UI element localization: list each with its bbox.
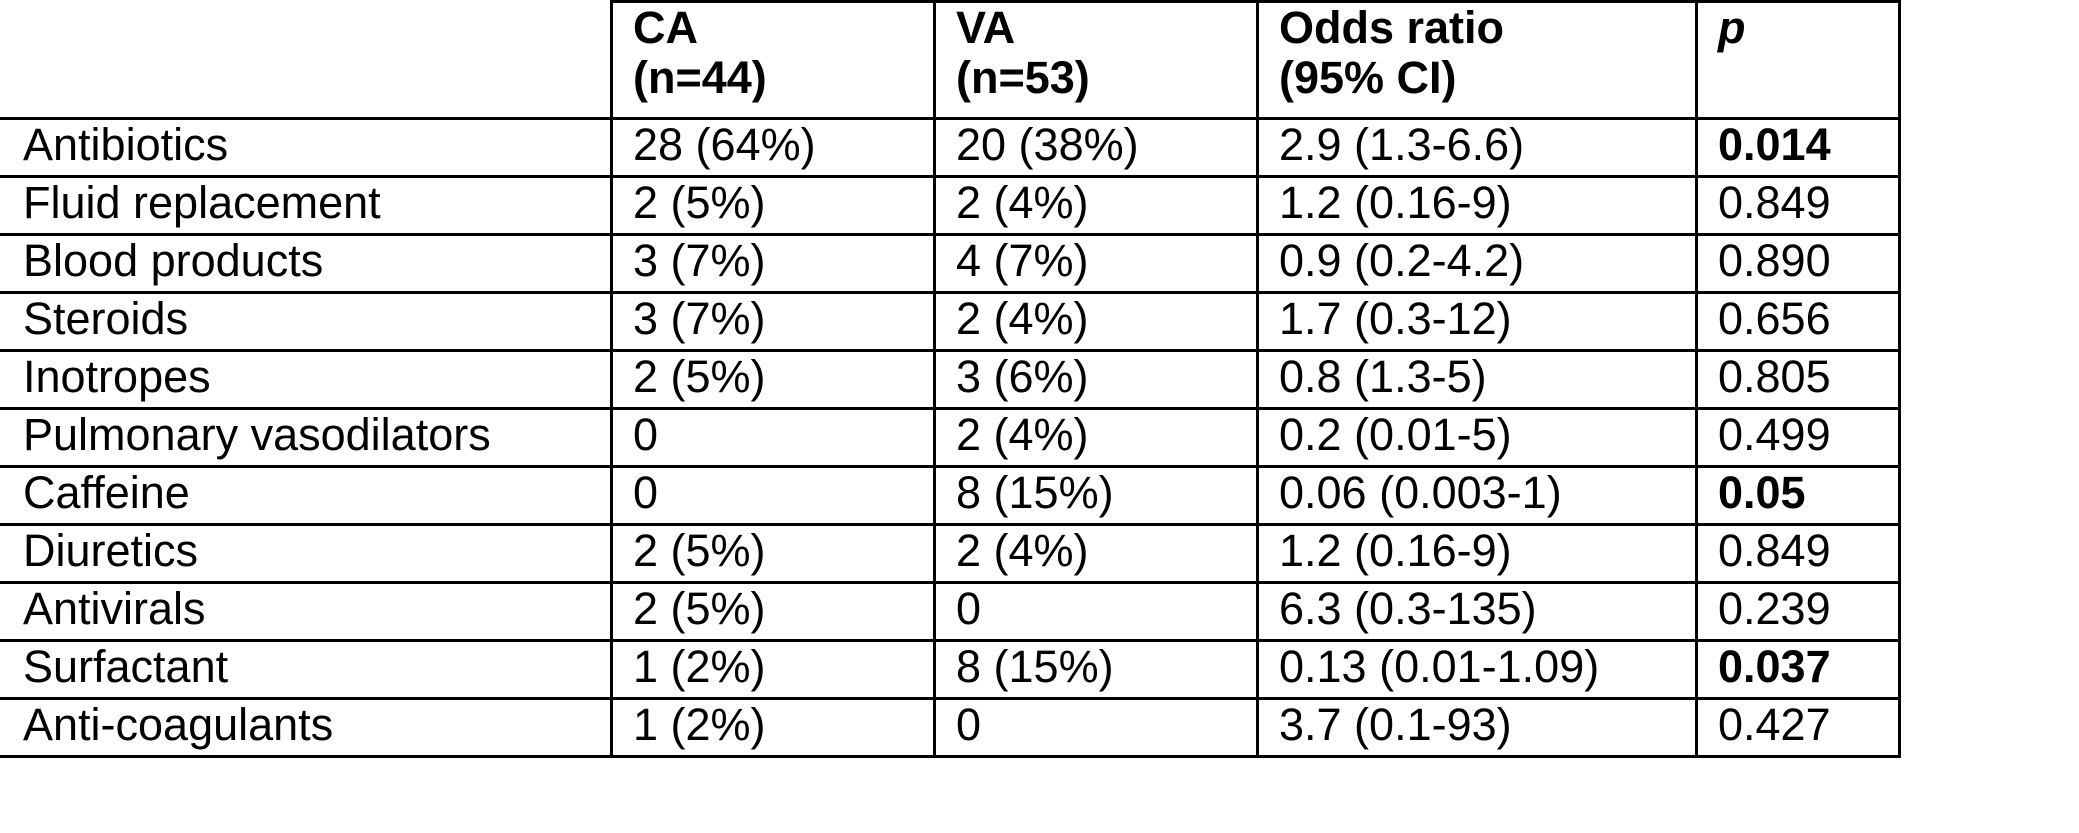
header-va: VA (n=53) (933, 0, 1259, 120)
cell-odds-ratio: 1.2 (0.16-9) (1256, 175, 1698, 236)
header-va-count: (n=53) (956, 52, 1090, 104)
table-row: Pulmonary vasodilators 0 2 (4%) 0.2 (0.01-5… (0, 407, 1901, 468)
cell-p: 0.427 (1695, 697, 1901, 758)
cell-ca: 28 (64%) (610, 117, 936, 178)
row-label: Pulmonary vasodilators (0, 407, 613, 468)
row-label: Anti-coagulants (0, 697, 613, 758)
header-p-label: p (1718, 2, 1746, 53)
header-ca: CA (n=44) (610, 0, 936, 120)
header-ca-count: (n=44) (633, 52, 767, 104)
cell-va: 2 (4%) (933, 523, 1259, 584)
medication-comparison-table: CA (n=44) VA (n=53) Odds ratio (95% CI) … (0, 0, 1901, 758)
header-corner-cell (0, 0, 613, 120)
cell-va: 20 (38%) (933, 117, 1259, 178)
cell-p: 0.805 (1695, 349, 1901, 410)
cell-odds-ratio: 0.2 (0.01-5) (1256, 407, 1698, 468)
table-row: Blood products 3 (7%) 4 (7%) 0.9 (0.2-4.2) 0… (0, 233, 1901, 294)
table-row: Anti-coagulants 1 (2%) 0 3.7 (0.1-93) 0.427 (0, 697, 1901, 758)
row-label: Blood products (0, 233, 613, 294)
row-label: Inotropes (0, 349, 613, 410)
cell-p: 0.849 (1695, 175, 1901, 236)
cell-ca: 3 (7%) (610, 291, 936, 352)
cell-ca: 0 (610, 465, 936, 526)
header-row: CA (n=44) VA (n=53) Odds ratio (95% CI) … (0, 0, 1901, 120)
cell-p: 0.014 (1695, 117, 1901, 178)
cell-odds-ratio: 0.8 (1.3-5) (1256, 349, 1698, 410)
row-label: Surfactant (0, 639, 613, 700)
header-ca-label: CA (633, 2, 698, 53)
cell-ca: 2 (5%) (610, 523, 936, 584)
table-row: Surfactant 1 (2%) 8 (15%) 0.13 (0.01-1.09) 0… (0, 639, 1901, 700)
table-row: Fluid replacement 2 (5%) 2 (4%) 1.2 (0.16-9… (0, 175, 1901, 236)
cell-ca: 2 (5%) (610, 175, 936, 236)
cell-p: 0.05 (1695, 465, 1901, 526)
row-label: Antibiotics (0, 117, 613, 178)
cell-odds-ratio: 0.9 (0.2-4.2) (1256, 233, 1698, 294)
table-row: Steroids 3 (7%) 2 (4%) 1.7 (0.3-12) 0.656 (0, 291, 1901, 352)
header-odds-ratio-label: Odds ratio (1279, 2, 1505, 53)
cell-odds-ratio: 1.2 (0.16-9) (1256, 523, 1698, 584)
cell-va: 3 (6%) (933, 349, 1259, 410)
cell-p: 0.656 (1695, 291, 1901, 352)
cell-va: 2 (4%) (933, 291, 1259, 352)
table-row: Diuretics 2 (5%) 2 (4%) 1.2 (0.16-9) 0.849 (0, 523, 1901, 584)
cell-va: 0 (933, 581, 1259, 642)
cell-odds-ratio: 1.7 (0.3-12) (1256, 291, 1698, 352)
cell-p: 0.499 (1695, 407, 1901, 468)
cell-odds-ratio: 0.06 (0.003-1) (1256, 465, 1698, 526)
cell-va: 0 (933, 697, 1259, 758)
row-label: Steroids (0, 291, 613, 352)
table-row: Caffeine 0 8 (15%) 0.06 (0.003-1) 0.05 (0, 465, 1901, 526)
cell-ca: 2 (5%) (610, 349, 936, 410)
row-label: Fluid replacement (0, 175, 613, 236)
header-odds-ratio-ci: (95% CI) (1279, 52, 1457, 104)
cell-va: 4 (7%) (933, 233, 1259, 294)
cell-odds-ratio: 3.7 (0.1-93) (1256, 697, 1698, 758)
cell-odds-ratio: 2.9 (1.3-6.6) (1256, 117, 1698, 178)
cell-va: 8 (15%) (933, 639, 1259, 700)
cell-va: 2 (4%) (933, 175, 1259, 236)
header-va-label: VA (956, 2, 1016, 53)
table-row: Inotropes 2 (5%) 3 (6%) 0.8 (1.3-5) 0.805 (0, 349, 1901, 410)
cell-ca: 1 (2%) (610, 697, 936, 758)
table-row: Antibiotics 28 (64%) 20 (38%) 2.9 (1.3-6.6)… (0, 117, 1901, 178)
row-label: Caffeine (0, 465, 613, 526)
row-label: Antivirals (0, 581, 613, 642)
cell-p: 0.239 (1695, 581, 1901, 642)
row-label: Diuretics (0, 523, 613, 584)
cell-ca: 0 (610, 407, 936, 468)
cell-ca: 3 (7%) (610, 233, 936, 294)
cell-odds-ratio: 6.3 (0.3-135) (1256, 581, 1698, 642)
cell-odds-ratio: 0.13 (0.01-1.09) (1256, 639, 1698, 700)
header-odds-ratio: Odds ratio (95% CI) (1256, 0, 1698, 120)
header-p: p (1695, 0, 1901, 120)
cell-p: 0.890 (1695, 233, 1901, 294)
cell-p: 0.849 (1695, 523, 1901, 584)
cell-ca: 1 (2%) (610, 639, 936, 700)
cell-va: 8 (15%) (933, 465, 1259, 526)
cell-ca: 2 (5%) (610, 581, 936, 642)
cell-va: 2 (4%) (933, 407, 1259, 468)
table-row: Antivirals 2 (5%) 0 6.3 (0.3-135) 0.239 (0, 581, 1901, 642)
cell-p: 0.037 (1695, 639, 1901, 700)
